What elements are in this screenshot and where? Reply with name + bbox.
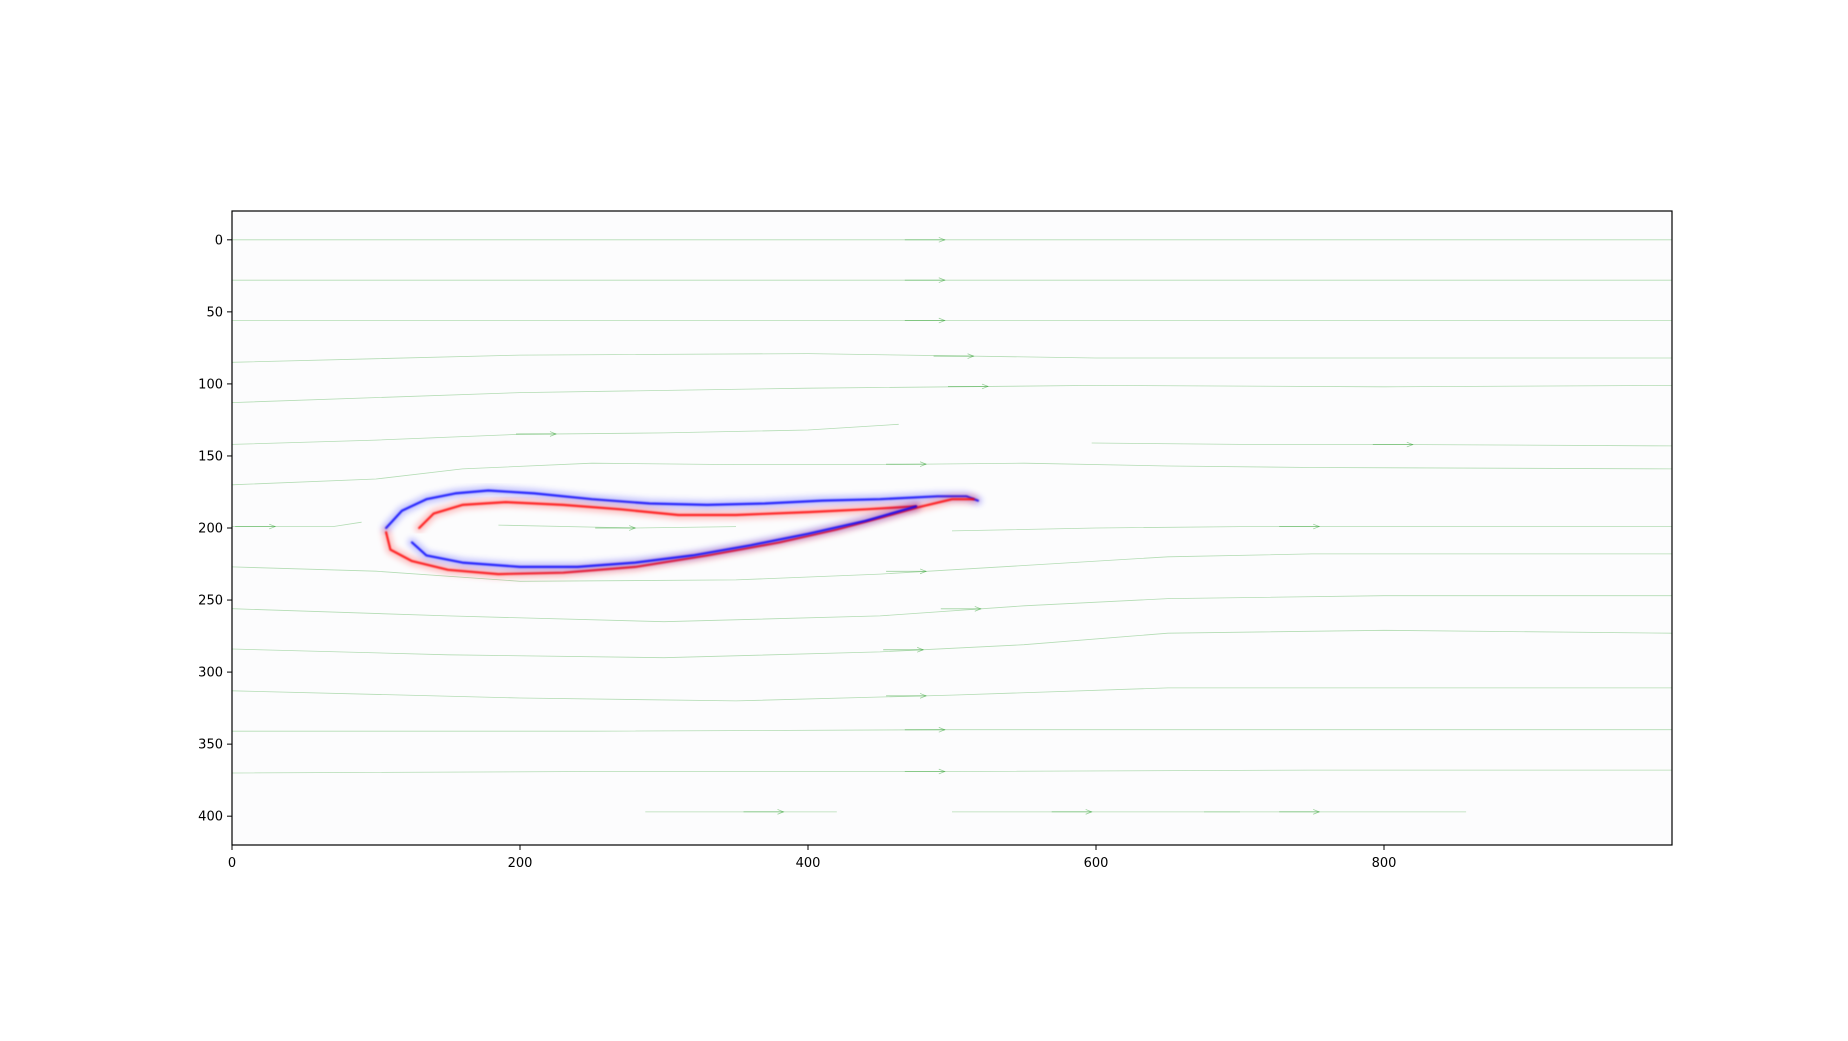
plot-area (231, 210, 1673, 846)
x-tick-label: 800 (1372, 856, 1397, 871)
vorticity-sheet-upper-surface-outer (385, 489, 979, 530)
streamline (231, 353, 1672, 363)
x-tick-label: 200 (508, 856, 533, 871)
y-tick-label: 350 (198, 738, 223, 753)
streamline (231, 769, 1672, 774)
y-tick-label: 400 (198, 810, 223, 825)
y-tick-label: 200 (198, 522, 223, 537)
y-tick-label: 250 (198, 594, 223, 609)
streamline (1091, 442, 1673, 447)
y-tick-label: 50 (206, 305, 223, 320)
y-axis: 0 50 100 150 200 250 300 350 400 (198, 233, 232, 825)
streamline (231, 462, 1673, 486)
streamline (231, 384, 1673, 403)
vorticity-sheet-upper-surface-inner (418, 501, 918, 530)
vorticity-sheet-lower-surface-inner (410, 505, 918, 568)
streamline (231, 595, 1672, 623)
y-tick-label: 300 (198, 666, 223, 681)
streamline (232, 729, 1672, 732)
x-axis: 0 200 400 600 800 (228, 845, 1397, 871)
y-tick-label: 0 (215, 233, 223, 248)
x-tick-label: 600 (1084, 856, 1109, 871)
streamline (231, 553, 1672, 582)
streamline-layer (231, 237, 1673, 815)
streamline (232, 521, 362, 527)
vorticity-layer (381, 486, 983, 579)
streamline (231, 687, 1672, 702)
y-tick-label: 150 (198, 449, 223, 464)
streamline (231, 423, 899, 445)
y-tick-label: 100 (198, 377, 223, 392)
heatmap-background (232, 211, 1672, 845)
x-tick-label: 400 (796, 856, 821, 871)
x-tick-label: 0 (228, 856, 236, 871)
streamline (231, 629, 1673, 659)
streamline (951, 526, 1672, 532)
